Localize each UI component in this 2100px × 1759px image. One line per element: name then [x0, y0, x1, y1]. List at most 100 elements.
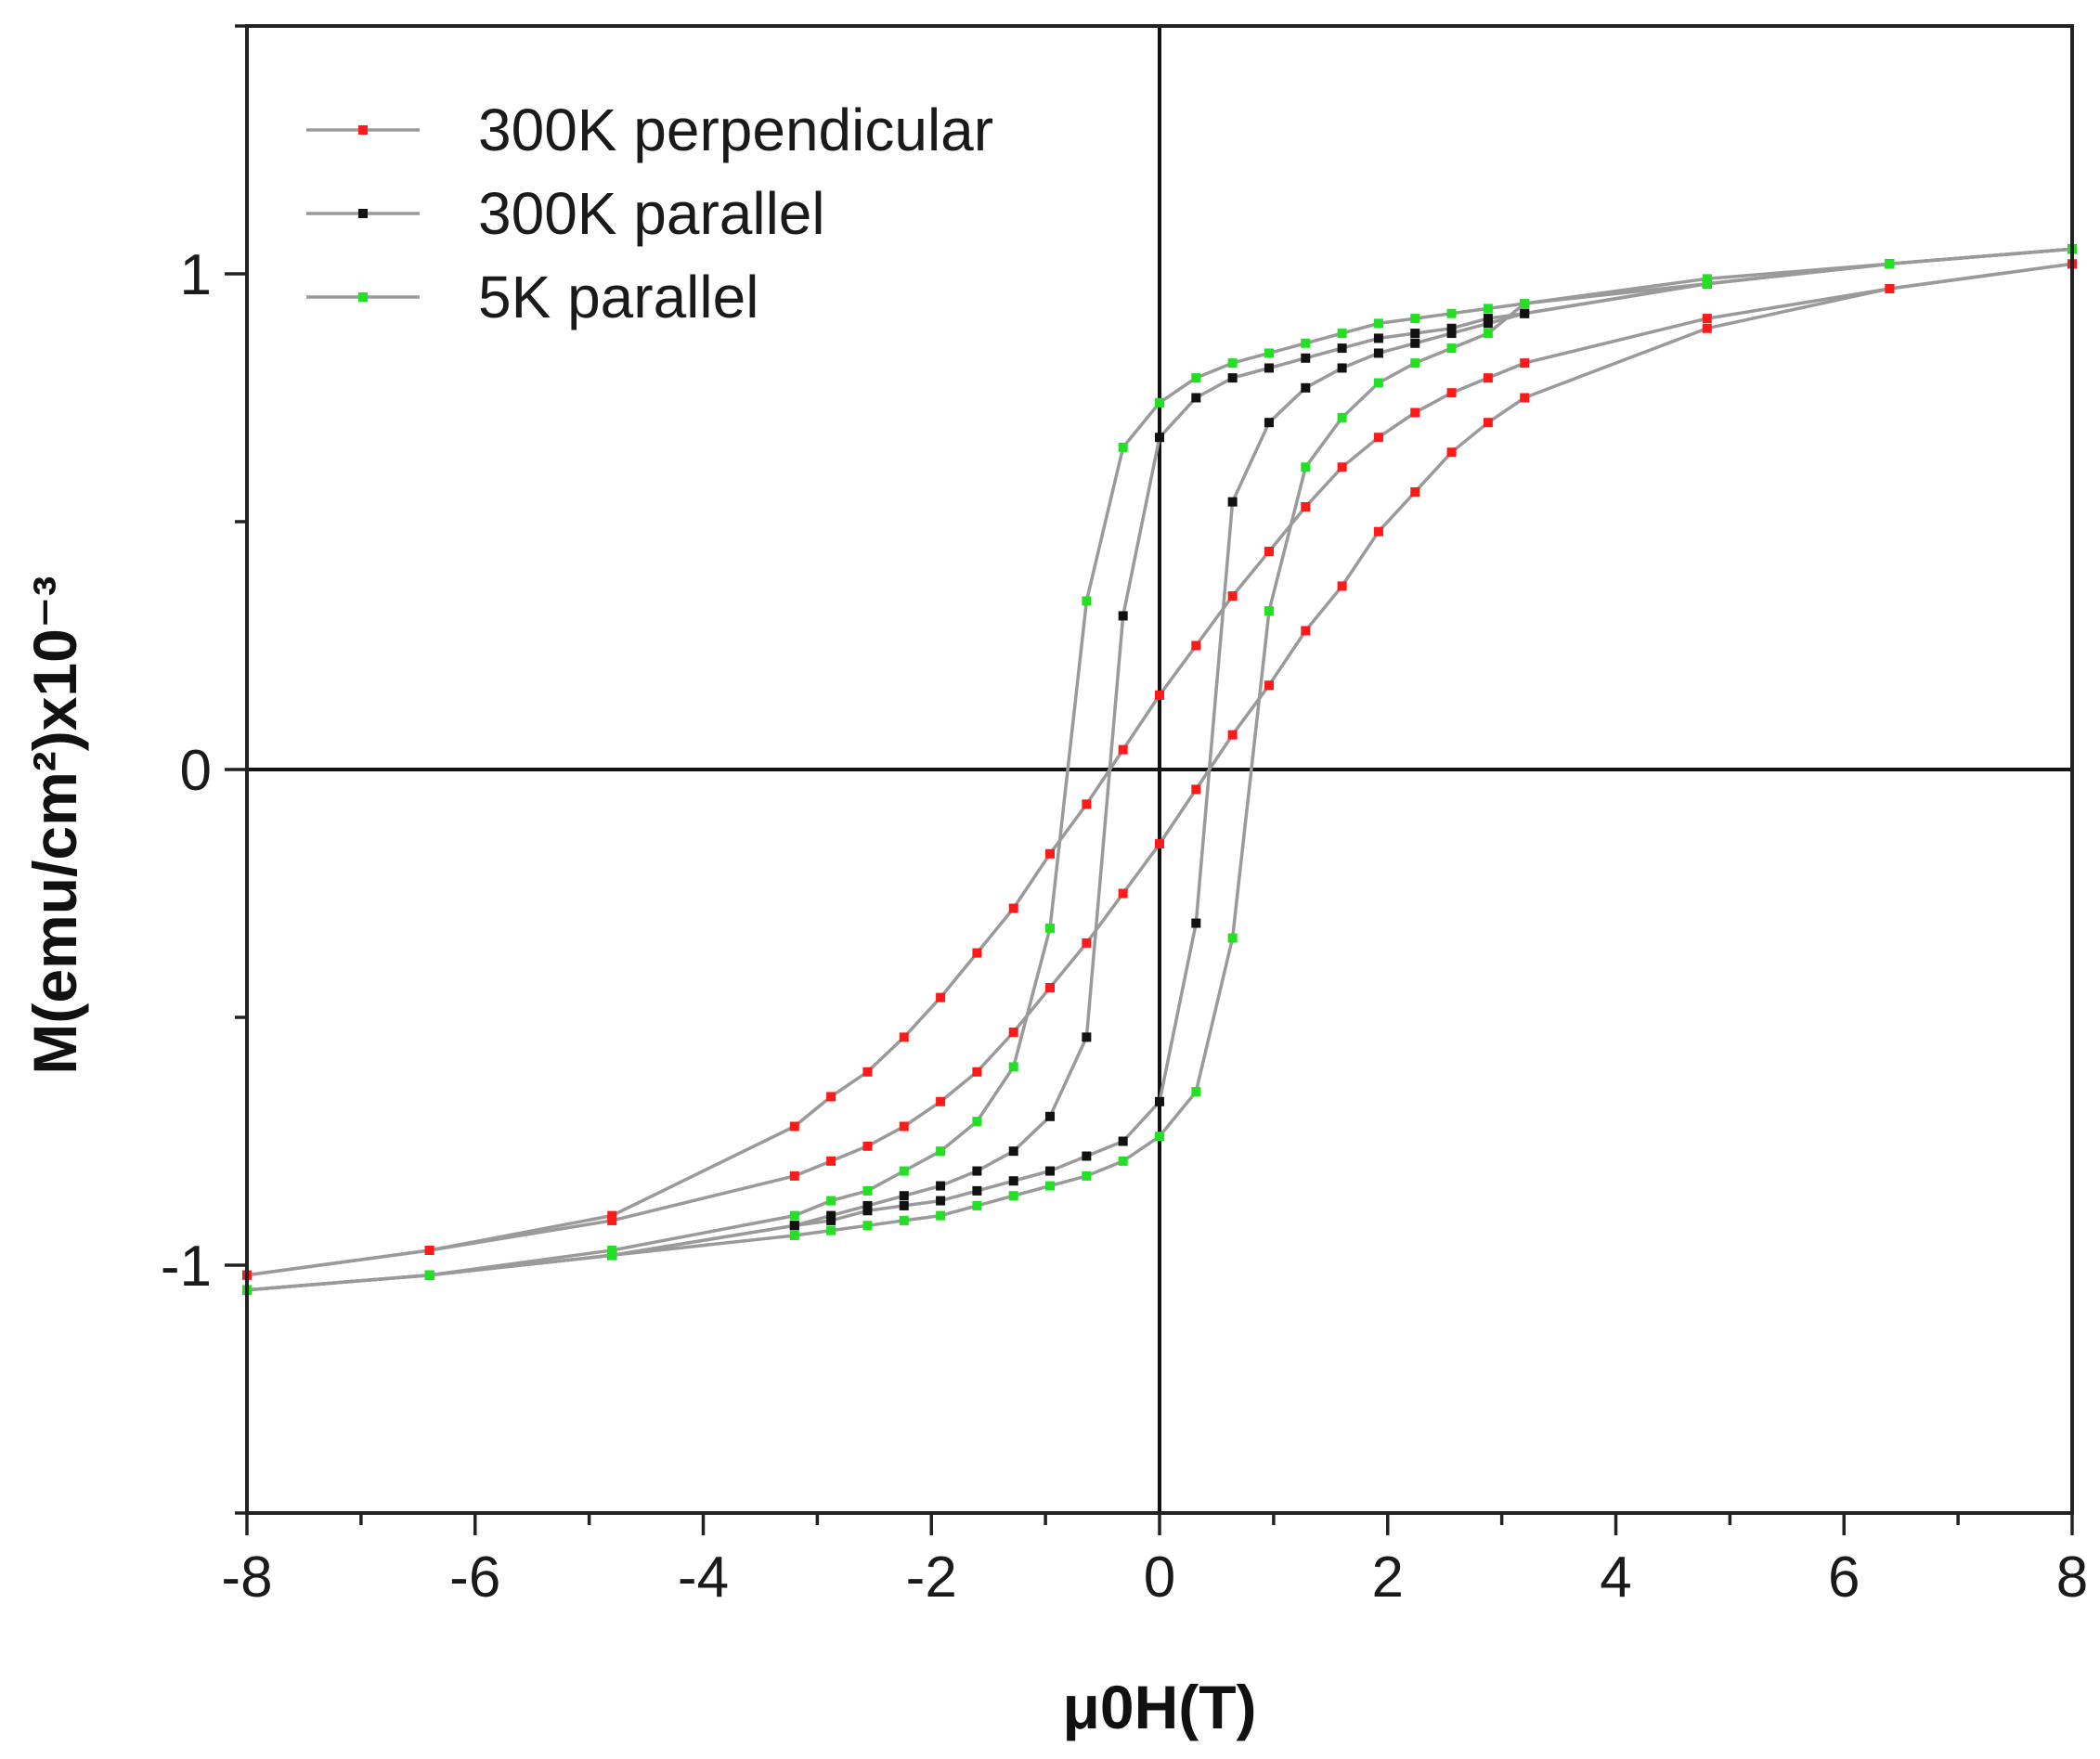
data-point: [1520, 299, 1530, 309]
data-point: [1191, 640, 1201, 651]
data-point: [1008, 903, 1018, 913]
data-point: [607, 1210, 617, 1221]
data-point: [1264, 418, 1274, 428]
data-point: [1410, 329, 1420, 339]
data-point: [1446, 343, 1457, 354]
data-point: [1227, 933, 1238, 943]
data-point: [1082, 1171, 1092, 1181]
data-point: [789, 1121, 799, 1132]
data-point: [1264, 606, 1274, 616]
data-point: [1008, 1146, 1018, 1157]
data-point: [972, 1117, 982, 1127]
data-point: [1082, 1032, 1092, 1042]
data-point: [826, 1156, 836, 1166]
data-point: [607, 1250, 617, 1261]
data-point: [1045, 923, 1056, 933]
legend-marker: [358, 292, 368, 302]
data-point: [936, 1181, 946, 1191]
data-point: [1045, 982, 1056, 992]
data-point: [1227, 730, 1238, 740]
data-point: [1373, 333, 1383, 343]
data-point: [1337, 412, 1347, 422]
legend-marker: [358, 209, 368, 218]
y-tick-label: 0: [180, 739, 212, 803]
data-point: [972, 1200, 982, 1210]
data-point: [1520, 308, 1530, 318]
data-point: [1446, 388, 1457, 398]
series-layer: [242, 244, 2077, 1295]
data-point: [1483, 373, 1493, 383]
data-point: [1410, 338, 1420, 348]
data-point: [1373, 433, 1383, 443]
data-point: [1082, 596, 1092, 606]
data-point: [1045, 1181, 1056, 1191]
data-point: [1227, 497, 1238, 507]
data-point: [1118, 888, 1128, 899]
data-point: [1337, 581, 1347, 591]
x-tick-label: 8: [2056, 1546, 2088, 1610]
data-point: [936, 1146, 946, 1157]
data-point: [1446, 323, 1457, 333]
legend-label: 5K parallel: [478, 264, 758, 330]
data-point: [899, 1200, 909, 1210]
data-point: [862, 1141, 873, 1151]
data-point: [789, 1221, 799, 1231]
data-point: [1264, 680, 1274, 691]
data-point: [1155, 397, 1164, 407]
data-point: [1155, 839, 1164, 849]
x-tick-label: 6: [1828, 1546, 1860, 1610]
data-point: [1008, 1028, 1018, 1038]
data-point: [1410, 486, 1420, 497]
data-point: [1702, 323, 1712, 333]
data-point: [1264, 547, 1274, 557]
data-point: [1301, 382, 1311, 393]
data-point: [1483, 314, 1493, 324]
data-point: [1118, 442, 1128, 452]
data-point: [1410, 358, 1420, 369]
data-point: [1118, 1136, 1128, 1146]
data-point: [1008, 1062, 1018, 1072]
data-point: [899, 1121, 909, 1132]
data-point: [1483, 418, 1493, 428]
legend-label: 300K perpendicular: [478, 97, 993, 163]
data-point: [972, 1185, 982, 1196]
data-point: [1446, 308, 1457, 318]
data-point: [1446, 329, 1457, 339]
y-tick-label: -1: [161, 1235, 212, 1299]
data-point: [1446, 447, 1457, 458]
data-point: [826, 1215, 836, 1225]
data-point: [1337, 363, 1347, 373]
data-point: [899, 1166, 909, 1176]
legend-marker: [358, 125, 368, 135]
series-5k-parallel: [242, 244, 2077, 1295]
data-point: [1301, 338, 1311, 348]
data-point: [862, 1067, 873, 1077]
data-point: [1191, 393, 1201, 403]
data-point: [607, 1215, 617, 1225]
data-point: [1227, 358, 1238, 369]
data-point: [1373, 348, 1383, 358]
legend: 300K perpendicular 300K parallel 5K parall…: [306, 97, 993, 330]
data-point: [1191, 918, 1201, 928]
data-point: [1191, 373, 1201, 383]
data-point: [1301, 501, 1311, 511]
data-point: [1118, 611, 1128, 621]
data-point: [1702, 314, 1712, 324]
data-point: [826, 1196, 836, 1206]
legend-label: 300K parallel: [478, 180, 825, 247]
data-point: [826, 1092, 836, 1102]
data-point: [1082, 1151, 1092, 1161]
data-point: [1264, 348, 1274, 358]
data-point: [789, 1171, 799, 1181]
data-point: [1483, 304, 1493, 314]
data-point: [936, 992, 946, 1002]
data-point: [1483, 329, 1493, 339]
data-point: [972, 948, 982, 958]
data-point: [1118, 1156, 1128, 1166]
axis-ticks: [225, 24, 2074, 1535]
data-point: [862, 1200, 873, 1210]
data-point: [1885, 284, 1895, 294]
x-tick-label: 0: [1144, 1546, 1175, 1610]
data-point: [1082, 938, 1092, 948]
data-point: [936, 1210, 946, 1221]
